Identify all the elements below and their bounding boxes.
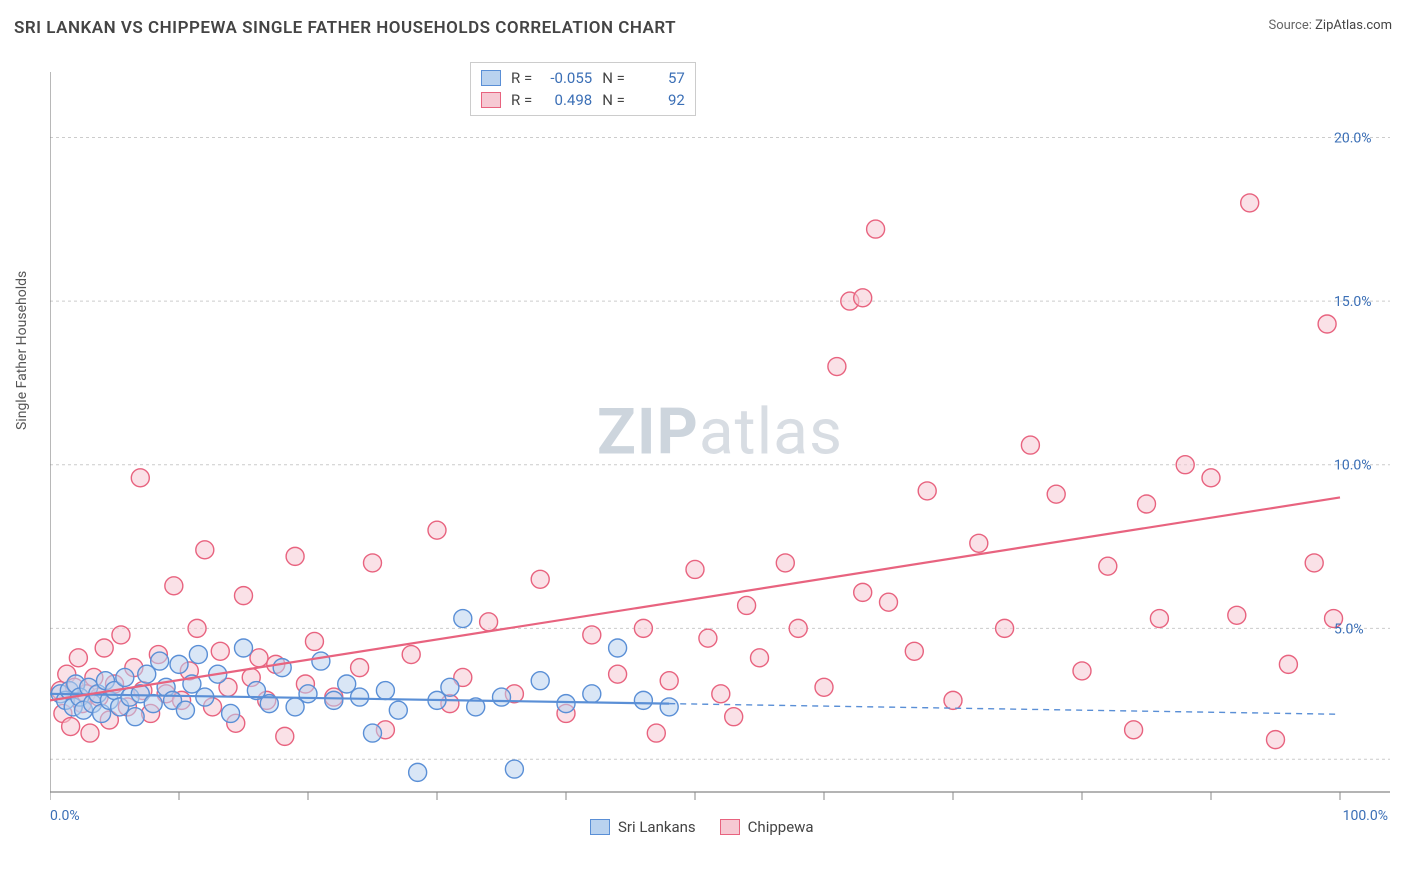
legend-series-box: Sri Lankans Chippewa bbox=[590, 818, 814, 836]
svg-text:20.0%: 20.0% bbox=[1334, 130, 1372, 146]
y-axis-label: Single Father Households bbox=[14, 271, 30, 430]
y-tick-labels: 5.0% 10.0% 15.0% 20.0% bbox=[1334, 130, 1372, 637]
r-value-2: 0.498 bbox=[540, 91, 592, 109]
chart-title: SRI LANKAN VS CHIPPEWA SINGLE FATHER HOU… bbox=[14, 18, 676, 38]
source-credit: Source: ZipAtlas.com bbox=[1268, 18, 1392, 33]
r-label: R = bbox=[511, 91, 532, 109]
chart-container: SRI LANKAN VS CHIPPEWA SINGLE FATHER HOU… bbox=[0, 0, 1406, 892]
legend-item-srilankans: Sri Lankans bbox=[590, 818, 696, 836]
svg-text:10.0%: 10.0% bbox=[1334, 458, 1372, 474]
n-value-1: 57 bbox=[633, 69, 685, 87]
svg-text:15.0%: 15.0% bbox=[1334, 294, 1372, 310]
series-chippewa-points bbox=[51, 194, 1342, 749]
source-value: ZipAtlas.com bbox=[1315, 18, 1392, 33]
svg-text:5.0%: 5.0% bbox=[1334, 621, 1364, 637]
legend-item-chippewa: Chippewa bbox=[720, 818, 814, 836]
legend-label-chippewa: Chippewa bbox=[748, 818, 814, 836]
svg-text:0.0%: 0.0% bbox=[50, 808, 80, 824]
legend-label-srilankans: Sri Lankans bbox=[618, 818, 696, 836]
legend-swatch-blue bbox=[590, 819, 610, 835]
plot-area: 5.0%10.0%15.0%20.0% 0.0%100.0% ZIPatlas … bbox=[50, 62, 1390, 832]
legend-swatch-pink bbox=[720, 819, 740, 835]
legend-stats-row-1: R = -0.055 N = 57 bbox=[481, 67, 685, 89]
scatter-plot-svg: 5.0% 10.0% 15.0% 20.0% 0.0% 100.0% bbox=[50, 62, 1390, 832]
n-value-2: 92 bbox=[633, 91, 685, 109]
r-value-1: -0.055 bbox=[540, 69, 592, 87]
n-label: N = bbox=[602, 69, 625, 87]
n-label: N = bbox=[602, 91, 625, 109]
svg-text:100.0%: 100.0% bbox=[1343, 808, 1388, 824]
legend-swatch-pink bbox=[481, 92, 501, 108]
legend-stats-box: R = -0.055 N = 57 R = 0.498 N = 92 bbox=[470, 62, 696, 116]
grid-lines bbox=[50, 137, 1390, 759]
legend-stats-row-2: R = 0.498 N = 92 bbox=[481, 89, 685, 111]
r-label: R = bbox=[511, 69, 532, 87]
legend-swatch-blue bbox=[481, 70, 501, 86]
source-label: Source: bbox=[1268, 18, 1315, 33]
